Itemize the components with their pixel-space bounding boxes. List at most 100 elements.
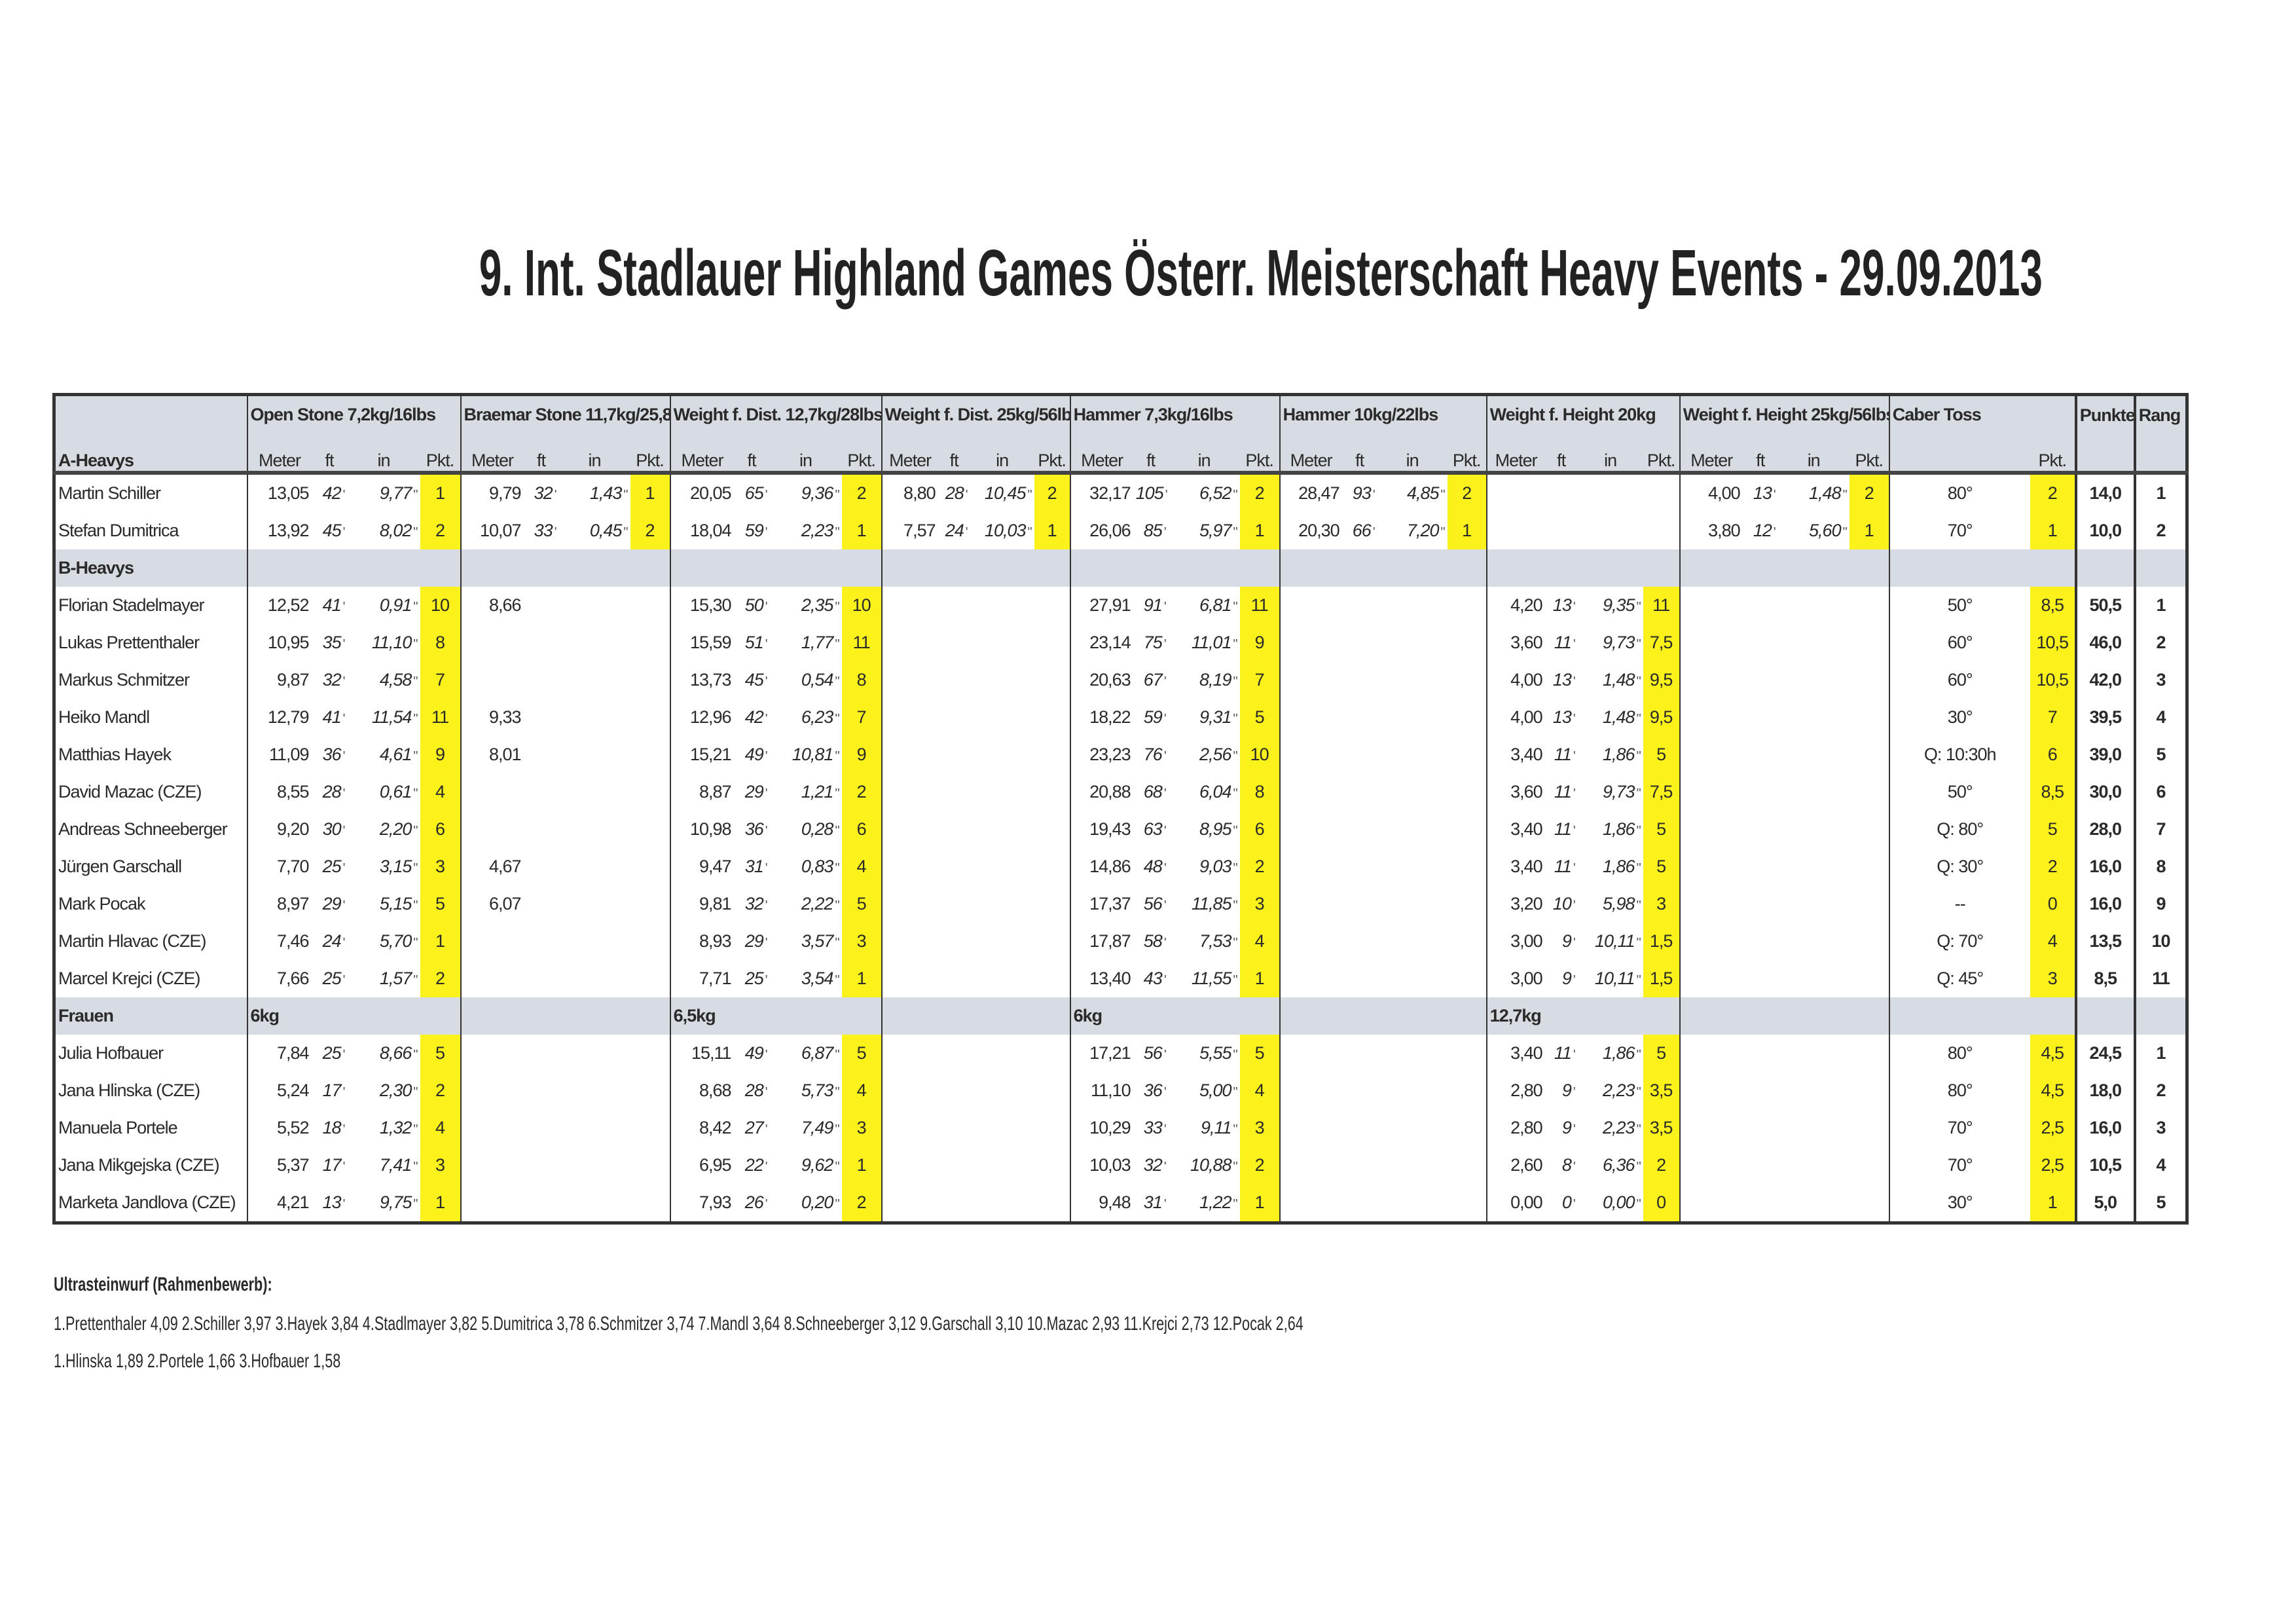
athlete-name: Mark Pocak xyxy=(58,894,146,913)
result-ft-os: 30 ' xyxy=(322,819,346,839)
result-ft-bs: 33 ' xyxy=(534,521,557,540)
result-meter-bs: 4,67 xyxy=(460,848,524,885)
foot-mark: ' xyxy=(1573,861,1576,876)
foot-mark: ' xyxy=(342,1048,346,1062)
result-pkt-wd12: 9 xyxy=(841,736,882,773)
result-pkt-h7: 2 xyxy=(1239,848,1280,885)
group-rang xyxy=(2133,549,2187,587)
foot-mark: ' xyxy=(1163,600,1167,614)
result-pkt-wd12: 8 xyxy=(841,661,882,699)
foot-mark: ' xyxy=(1163,1048,1167,1062)
result-in-h10 xyxy=(1377,661,1448,699)
caber-pkt: 4,5 xyxy=(2030,1035,2076,1072)
result-pkt-os: 1 xyxy=(420,473,461,512)
result-pkt-wh20: 5 xyxy=(1643,811,1680,848)
result-pkt-h7: 10 xyxy=(1239,736,1280,773)
result-pkt-wd12: 2 xyxy=(841,773,882,811)
foot-mark: ' xyxy=(1573,936,1576,950)
athlete-row: Stefan Dumitrica 13,92 45 ' 8,02 " 2 10,07 33 ' 0,… xyxy=(54,512,2187,549)
result-pkt-bs xyxy=(630,885,670,923)
athlete-name: Martin Schiller xyxy=(58,483,161,503)
ultrasteinwurf-heading-text: Ultrasteinwurf (Rahmenbewerb): xyxy=(54,1274,272,1295)
total-points: 46,0 xyxy=(2074,624,2135,661)
result-in-os: 4,61 " xyxy=(379,745,418,764)
rank: 1 xyxy=(2133,473,2187,512)
result-pkt-wd12: 7 xyxy=(841,699,882,736)
ultrasteinwurf-women-results: 1.Hlinska 1,89 2.Portele 1,66 3.Hofbauer… xyxy=(54,1350,452,1373)
unit-meter: Meter xyxy=(881,434,938,475)
result-pkt-wh20: 1,5 xyxy=(1643,923,1680,960)
result-in-h10 xyxy=(1377,885,1448,923)
result-pkt-wh25 xyxy=(1850,587,1889,624)
inch-mark: " xyxy=(1233,1085,1238,1099)
result-meter-h7: 14,86 xyxy=(1069,848,1133,885)
result-in-h10 xyxy=(1377,923,1448,960)
result-ft-h7: 75 ' xyxy=(1143,633,1167,652)
athlete-row: Marcel Krejci (CZE) 7,66 25 ' 1,57 " 2 7,71 25 ' 3… xyxy=(54,960,2187,997)
result-ft-wh20: 10 ' xyxy=(1552,894,1576,913)
result-meter-wd25 xyxy=(881,1147,938,1184)
rank: 5 xyxy=(2133,736,2187,773)
result-pkt-wd12: 1 xyxy=(841,512,882,549)
result-pkt-wh25 xyxy=(1850,1147,1889,1184)
rang-header: Rang xyxy=(2133,394,2187,475)
unit-ft: ft xyxy=(1133,434,1169,475)
foot-mark: ' xyxy=(1573,898,1576,913)
result-ft-bs xyxy=(524,1035,559,1072)
inch-mark: " xyxy=(835,1048,839,1062)
group-caber xyxy=(1888,997,2076,1035)
unit-meter: Meter xyxy=(1279,434,1342,475)
result-meter-os: 8,97 xyxy=(246,885,312,923)
athlete-name: Lukas Prettenthaler xyxy=(58,633,200,652)
inch-mark: " xyxy=(835,861,839,876)
result-in-wd12: 10,81 " xyxy=(792,745,840,764)
result-pkt-h10 xyxy=(1448,1147,1487,1184)
result-pkt-bs xyxy=(630,624,670,661)
result-pkt-h7: 4 xyxy=(1239,1072,1280,1109)
result-ft-h7: 36 ' xyxy=(1143,1080,1167,1100)
result-in-wh20: 10,11 " xyxy=(1595,931,1641,951)
result-in-os: 8,02 " xyxy=(379,521,418,540)
inch-mark: " xyxy=(835,1197,839,1211)
result-in-wd12: 3,54 " xyxy=(801,969,840,988)
result-meter-wh25 xyxy=(1679,848,1743,885)
event-header-wh25: Weight f. Height 25kg/56lbs xyxy=(1679,394,1889,434)
result-in-os: 8,66 " xyxy=(379,1043,418,1063)
result-ft-wd12: 29 ' xyxy=(744,782,768,802)
result-ft-wd25 xyxy=(938,624,970,661)
result-pkt-os: 1 xyxy=(420,1184,461,1223)
result-ft-bs xyxy=(524,661,559,699)
caber-result: 50° xyxy=(1888,587,2030,624)
inch-mark: " xyxy=(413,600,418,614)
result-in-wh25 xyxy=(1778,773,1850,811)
result-in-h7: 1,22 " xyxy=(1199,1192,1238,1212)
result-pkt-bs xyxy=(630,848,670,885)
caber-pkt: 2,5 xyxy=(2030,1109,2076,1147)
foot-mark: ' xyxy=(1573,1160,1576,1174)
result-ft-os: 28 ' xyxy=(322,782,346,802)
result-in-wd12: 9,36 " xyxy=(801,483,840,503)
athlete-name: Jana Mikgejska (CZE) xyxy=(58,1155,220,1175)
result-ft-wd25 xyxy=(938,923,970,960)
result-pkt-wd12: 11 xyxy=(841,624,882,661)
result-in-wh20 xyxy=(1578,512,1643,549)
result-in-h10 xyxy=(1377,1035,1448,1072)
result-ft-os: 35 ' xyxy=(322,633,346,652)
inch-mark: " xyxy=(623,488,628,502)
caber-result: Q: 80° xyxy=(1888,811,2030,848)
result-meter-wd12: 6,95 xyxy=(669,1147,734,1184)
foot-mark: ' xyxy=(342,1160,346,1174)
result-meter-wh20: 3,60 xyxy=(1485,624,1545,661)
result-ft-wh20: 9 ' xyxy=(1561,931,1576,951)
women-results-text: 1.Hlinska 1,89 2.Portele 1,66 3.Hofbauer… xyxy=(54,1350,341,1372)
group-weight-wd25 xyxy=(881,549,1070,587)
rank: 3 xyxy=(2133,1109,2187,1147)
result-pkt-bs xyxy=(630,773,670,811)
result-pkt-bs: 1 xyxy=(630,473,670,512)
result-pkt-wd12: 3 xyxy=(841,923,882,960)
result-ft-h10 xyxy=(1342,848,1377,885)
foot-mark: ' xyxy=(1163,861,1167,876)
foot-mark: ' xyxy=(1573,1048,1576,1062)
result-pkt-wh25 xyxy=(1850,1109,1889,1147)
result-ft-wh20: 11 ' xyxy=(1554,782,1576,802)
